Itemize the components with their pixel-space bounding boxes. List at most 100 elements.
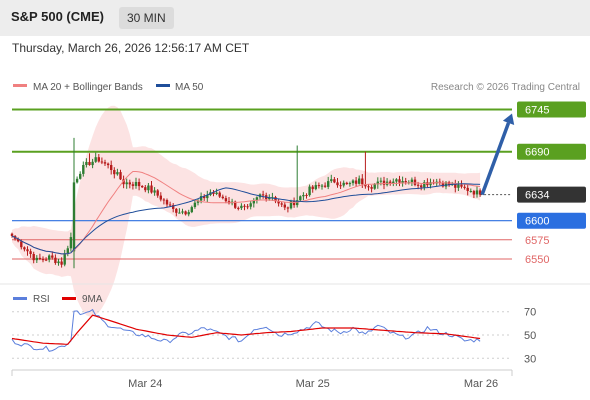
candle	[128, 179, 131, 189]
projection-arrow	[480, 113, 515, 196]
candle	[237, 206, 240, 211]
rsi-tick-50: 50	[524, 330, 536, 342]
candle	[447, 180, 451, 187]
candle	[75, 176, 79, 184]
candle	[178, 208, 181, 214]
candle	[119, 169, 122, 180]
candle	[392, 178, 395, 187]
candle	[206, 190, 209, 203]
candle	[370, 185, 373, 193]
timeframe-badge[interactable]: 30 MIN	[119, 7, 174, 29]
candle	[187, 209, 190, 217]
candle	[103, 159, 107, 166]
candle	[302, 192, 305, 201]
legend-label-9ma: 9MA	[82, 294, 103, 305]
candle	[212, 190, 215, 197]
candle	[57, 258, 60, 266]
candle	[286, 206, 290, 213]
candle	[85, 158, 88, 168]
candle	[153, 187, 156, 196]
candle	[203, 194, 206, 201]
timestamp: Thursday, March 26, 2026 12:56:17 AM CET	[12, 41, 250, 55]
moving-averages	[11, 171, 481, 255]
candle	[193, 199, 197, 209]
candle	[243, 204, 246, 211]
candle	[423, 180, 426, 191]
ma50-line	[11, 183, 481, 255]
candle	[246, 204, 249, 210]
candle	[354, 177, 358, 187]
candle	[88, 153, 91, 166]
legend-label-rsi: RSI	[33, 294, 50, 305]
candle	[305, 193, 308, 199]
candle	[63, 249, 66, 267]
candle	[389, 179, 392, 186]
rsi-9ma-line	[11, 314, 481, 345]
candle	[144, 185, 147, 193]
candle	[367, 184, 370, 191]
candle	[38, 253, 42, 261]
candle	[218, 191, 221, 198]
candle	[196, 198, 200, 206]
rsi-line	[11, 308, 481, 352]
candle	[466, 183, 469, 196]
candle	[32, 251, 35, 264]
candle	[35, 255, 38, 263]
legend-swatch-ma20	[13, 84, 27, 87]
candle	[72, 137, 76, 269]
level-label-6745: 6745	[525, 105, 549, 117]
candle	[41, 256, 45, 263]
level-label-6600: 6600	[525, 216, 549, 228]
level-labels: 6745 6690 6634 6600 6575 6550	[517, 101, 586, 266]
candle	[469, 188, 472, 193]
candle	[420, 184, 423, 191]
candle	[150, 181, 153, 194]
candle	[51, 251, 54, 260]
candle	[472, 189, 476, 198]
candle	[172, 203, 175, 213]
candle	[29, 248, 32, 258]
candle	[249, 200, 252, 210]
level-label-6550: 6550	[525, 254, 549, 266]
candle	[252, 198, 255, 208]
x-tick-label: Mar 25	[296, 378, 330, 390]
x-tick-label: Mar 26	[464, 378, 498, 390]
header-bar: S&P 500 (CME) 30 MIN	[0, 0, 590, 36]
x-axis-labels: Mar 24 Mar 25 Mar 26	[128, 378, 498, 390]
candle	[110, 160, 113, 175]
copyright-text: Research © 2026 Trading Central	[431, 82, 580, 93]
candle	[261, 190, 265, 199]
level-label-6634: 6634	[525, 190, 549, 202]
candle	[116, 168, 119, 176]
legend-swatch-rsi	[13, 297, 27, 300]
candle	[66, 245, 69, 257]
level-tag-6745	[517, 101, 586, 118]
candle	[280, 201, 283, 207]
rsi-tick-70: 70	[524, 307, 536, 319]
candle	[463, 184, 466, 190]
rsi-gridlines: 70 50 30	[12, 307, 536, 365]
candle	[181, 208, 184, 215]
candle	[460, 180, 463, 189]
candle	[361, 174, 364, 188]
candle	[141, 185, 144, 188]
legend-swatch-9ma	[62, 297, 76, 300]
candle	[299, 195, 302, 202]
candle	[134, 177, 138, 189]
candle	[79, 171, 82, 180]
candle	[348, 181, 352, 187]
candle	[376, 177, 379, 189]
candle	[398, 175, 401, 187]
candle	[283, 202, 286, 211]
legend-label-ma50: MA 50	[175, 82, 204, 93]
candle	[69, 232, 73, 252]
candle	[44, 257, 48, 262]
candle	[147, 183, 150, 194]
candle	[162, 198, 166, 205]
candle	[277, 199, 280, 207]
candle	[165, 198, 169, 208]
candle	[441, 180, 445, 188]
projection-arrowhead	[502, 113, 515, 125]
candle	[23, 246, 26, 252]
